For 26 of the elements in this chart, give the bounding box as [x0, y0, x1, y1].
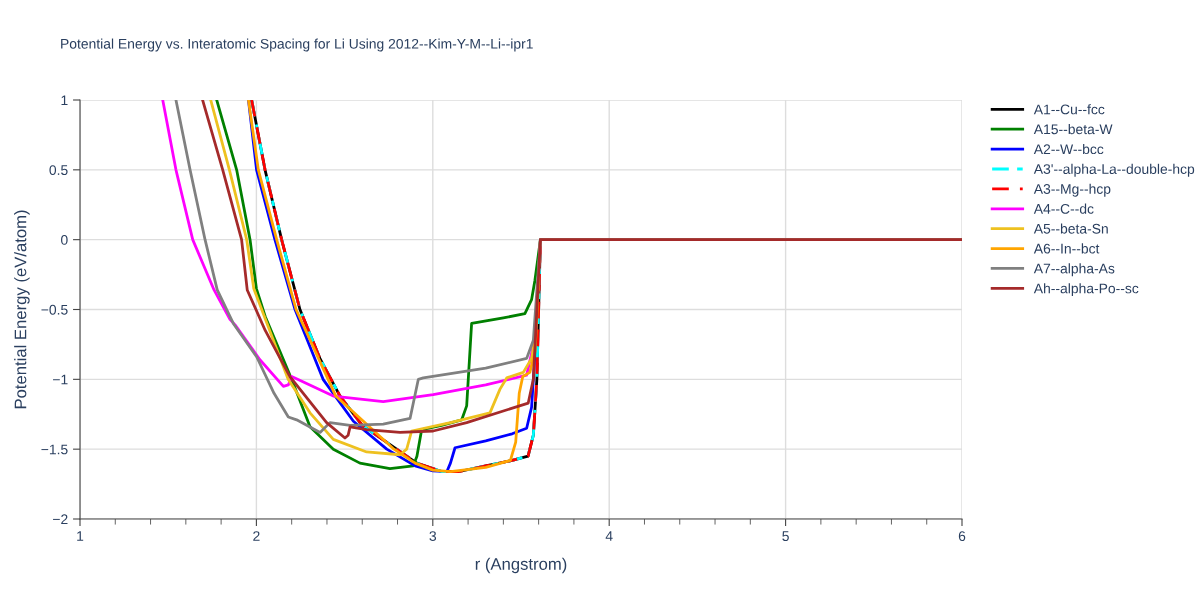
- chart-title: Potential Energy vs. Interatomic Spacing for Li Using 2012--Kim-Y-M--Li--ipr1: [61, 38, 533, 52]
- x-tick-label: 3: [429, 531, 437, 542]
- legend-label: A1--Cu--fcc: [1033, 104, 1105, 115]
- y-tick-label: −1: [53, 374, 68, 385]
- x-tick-label: 6: [958, 531, 966, 542]
- legend-label: A2--W--bcc: [1033, 143, 1104, 155]
- legend-label: Ah--alpha-Po--sc: [1033, 283, 1139, 297]
- x-tick-label: 4: [605, 531, 613, 541]
- x-tick-label: 5: [782, 531, 789, 542]
- legend-label: A15--beta-W: [1033, 124, 1113, 135]
- legend-label: A3--Mg--hcp: [1033, 183, 1111, 197]
- x-axis-title: r (Angstrom): [475, 557, 567, 574]
- legend-label: A7--alpha-As: [1033, 263, 1115, 277]
- y-tick-label: −2: [53, 514, 68, 525]
- x-tick-label: 2: [253, 531, 260, 541]
- y-tick-label: 0.5: [49, 165, 68, 175]
- y-tick-label: −0.5: [41, 304, 68, 315]
- y-tick-label: 1: [61, 95, 68, 106]
- x-tick-label: 1: [77, 531, 84, 541]
- y-tick-label: 0: [61, 235, 68, 245]
- y-tick-label: −1.5: [41, 444, 68, 455]
- legend-label: A3'--alpha-La--double-hcp: [1033, 163, 1195, 177]
- y-axis-title: Potential Energy (eV/atom): [14, 210, 30, 409]
- legend-label: A5--beta-Sn: [1033, 223, 1108, 234]
- legend-label: A4--C--dc: [1033, 203, 1094, 214]
- legend-label: A6--In--bct: [1033, 243, 1100, 254]
